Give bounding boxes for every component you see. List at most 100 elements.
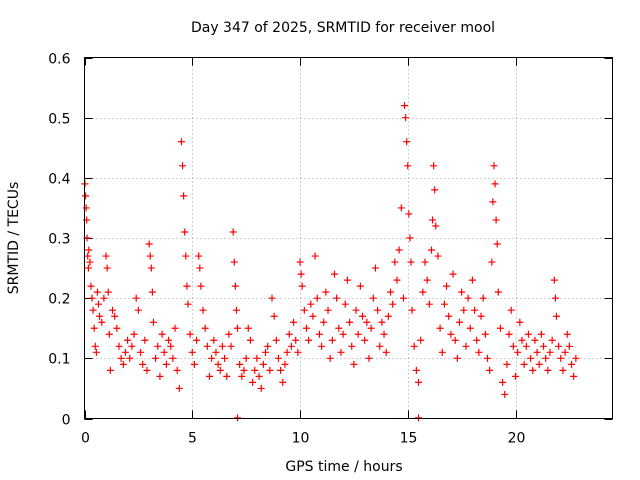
data-point xyxy=(145,240,153,248)
data-point xyxy=(489,198,497,206)
data-point xyxy=(208,354,216,362)
data-point xyxy=(111,312,119,320)
data-point xyxy=(337,348,345,356)
data-point xyxy=(285,330,293,338)
data-point xyxy=(102,252,110,260)
data-point xyxy=(297,270,305,278)
data-point xyxy=(458,288,466,296)
data-point xyxy=(179,162,187,170)
data-point xyxy=(415,378,423,386)
data-point xyxy=(90,324,98,332)
x-tick-label: 20 xyxy=(508,431,526,447)
data-point xyxy=(380,330,388,338)
data-point xyxy=(335,324,343,332)
data-point xyxy=(406,234,414,242)
data-point xyxy=(279,378,287,386)
data-point xyxy=(231,282,239,290)
data-point xyxy=(139,360,147,368)
data-point xyxy=(529,366,537,374)
data-point xyxy=(369,294,377,302)
data-point xyxy=(563,330,571,338)
data-point xyxy=(393,276,401,284)
data-point xyxy=(175,384,183,392)
data-point xyxy=(141,336,149,344)
data-point xyxy=(95,300,103,308)
data-point xyxy=(346,318,354,326)
data-point xyxy=(292,336,300,344)
data-point xyxy=(300,306,308,314)
data-point xyxy=(552,312,560,320)
data-point xyxy=(105,330,113,338)
data-point xyxy=(374,306,382,314)
data-point xyxy=(320,318,328,326)
data-point xyxy=(147,264,155,272)
data-point xyxy=(255,372,263,380)
x-tick-label: 0 xyxy=(81,431,90,447)
data-point xyxy=(479,294,487,302)
data-point xyxy=(225,330,233,338)
data-point xyxy=(425,300,433,308)
data-point xyxy=(91,342,99,350)
data-point xyxy=(311,252,319,260)
y-tick-label: 0.5 xyxy=(48,112,70,128)
data-point xyxy=(162,360,170,368)
data-point xyxy=(429,216,437,224)
data-point xyxy=(412,366,420,374)
data-point xyxy=(262,348,270,356)
data-point xyxy=(277,366,285,374)
data-point xyxy=(405,210,413,218)
data-point xyxy=(242,354,250,362)
data-point xyxy=(493,240,501,248)
data-point xyxy=(326,354,334,362)
data-point xyxy=(257,384,265,392)
data-point xyxy=(328,336,336,344)
data-point xyxy=(236,360,244,368)
data-point xyxy=(218,342,226,350)
data-point xyxy=(98,318,106,326)
data-point xyxy=(324,306,332,314)
data-point xyxy=(89,306,97,314)
data-point xyxy=(550,276,558,284)
data-point xyxy=(361,336,369,344)
data-point xyxy=(298,282,306,290)
data-point xyxy=(87,282,95,290)
data-point xyxy=(376,342,384,350)
data-point xyxy=(244,324,252,332)
data-point xyxy=(481,330,489,338)
data-point xyxy=(294,348,302,356)
data-point xyxy=(402,114,410,122)
data-point xyxy=(230,258,238,266)
data-point xyxy=(268,294,276,302)
data-point xyxy=(540,342,548,350)
data-point xyxy=(249,378,257,386)
data-point xyxy=(449,270,457,278)
data-point xyxy=(156,372,164,380)
data-point xyxy=(371,264,379,272)
data-point xyxy=(197,282,205,290)
data-point xyxy=(214,360,222,368)
chart-title: Day 347 of 2025, SRMTID for receiver moo… xyxy=(191,20,495,36)
data-point xyxy=(330,270,338,278)
data-point xyxy=(184,300,192,308)
data-point xyxy=(514,348,522,356)
data-point xyxy=(290,318,298,326)
data-point xyxy=(130,330,138,338)
data-point xyxy=(397,204,405,212)
data-point xyxy=(417,336,425,344)
y-tick-label: 0.3 xyxy=(48,232,70,248)
data-point xyxy=(518,336,526,344)
data-point xyxy=(352,306,360,314)
data-point xyxy=(296,258,304,266)
data-point xyxy=(542,354,550,362)
data-point xyxy=(561,348,569,356)
data-point xyxy=(132,294,140,302)
y-tick-label: 0.2 xyxy=(48,292,70,308)
data-point xyxy=(221,354,229,362)
data-point xyxy=(557,354,565,362)
data-point xyxy=(113,324,121,332)
data-point xyxy=(427,246,435,254)
data-point xyxy=(501,390,509,398)
data-point xyxy=(195,252,203,260)
data-point xyxy=(391,258,399,266)
data-point xyxy=(533,348,541,356)
